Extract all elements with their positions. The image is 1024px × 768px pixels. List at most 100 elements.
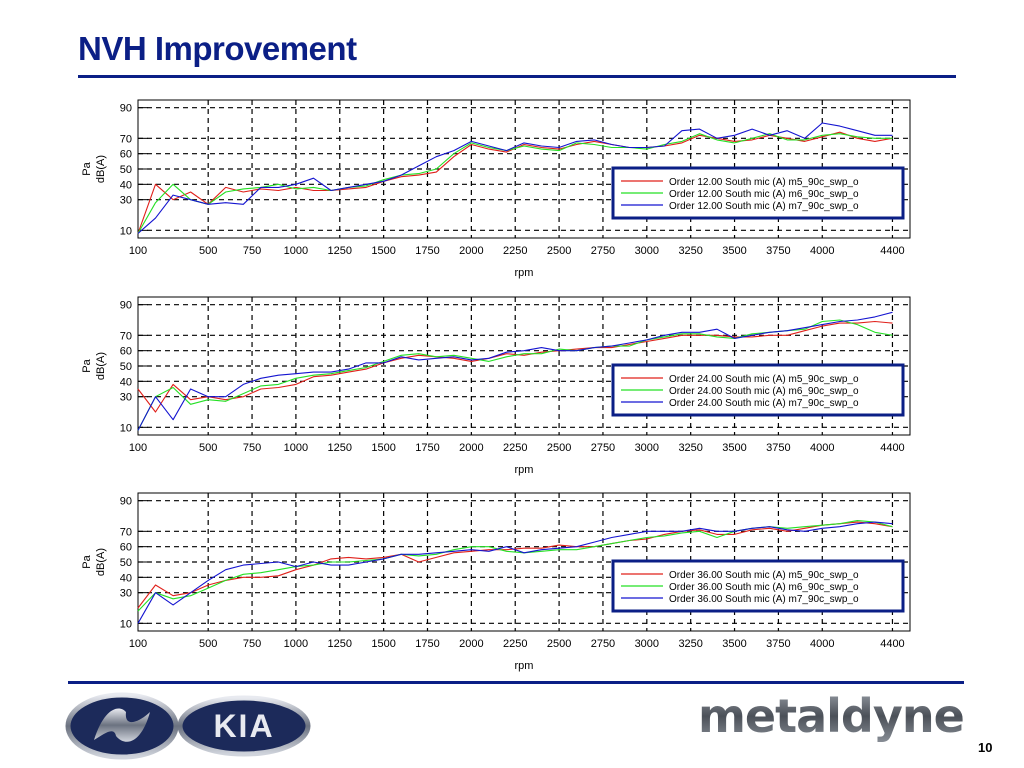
y-tick-label: 90 bbox=[120, 103, 132, 115]
x-tick-label: 500 bbox=[199, 638, 217, 650]
x-tick-label: 1000 bbox=[284, 442, 308, 454]
x-tick-label: 1250 bbox=[328, 245, 352, 257]
x-tick-label: 2750 bbox=[591, 638, 615, 650]
x-tick-label: 3000 bbox=[635, 442, 659, 454]
x-tick-label: 750 bbox=[243, 638, 261, 650]
y-tick-label: 60 bbox=[120, 149, 132, 161]
x-tick-label: 3750 bbox=[766, 638, 790, 650]
x-tick-label: 1000 bbox=[284, 638, 308, 650]
x-tick-label: 3250 bbox=[678, 245, 702, 257]
x-tick-label: 1500 bbox=[371, 638, 395, 650]
x-tick-label: 2750 bbox=[591, 442, 615, 454]
chart-svg: 10 30 40 50 60 70 90 100 500 750 1000 1250 1500 1750 2… bbox=[81, 296, 911, 476]
series-line-blue bbox=[137, 122, 893, 234]
legend-entry: Order 12.00 South mic (A) m6_90c_swp_o bbox=[669, 189, 859, 200]
y-tick-label: 90 bbox=[120, 496, 132, 508]
x-axis-label: rpm bbox=[515, 464, 534, 476]
chart-order-24: 10 30 40 50 60 70 90 100 500 750 1000 1250 1500 1750 2… bbox=[80, 292, 911, 482]
x-tick-label: 2000 bbox=[459, 245, 483, 257]
y-axis-label-weighting: dB(A) bbox=[95, 352, 107, 380]
x-tick-label: 3500 bbox=[722, 245, 746, 257]
page-title: NVH Improvement bbox=[78, 30, 357, 67]
legend-entry: Order 36.00 South mic (A) m6_90c_swp_o bbox=[669, 582, 859, 593]
y-axis-label-unit: Pa bbox=[81, 358, 93, 372]
y-tick-label: 10 bbox=[120, 618, 132, 630]
metaldyne-logo: metaldyne bbox=[696, 689, 971, 755]
x-tick-label: 1250 bbox=[328, 638, 352, 650]
y-tick-label: 70 bbox=[120, 133, 132, 145]
x-tick-label: 3000 bbox=[635, 638, 659, 650]
x-tick-label: 1750 bbox=[415, 638, 439, 650]
x-tick-label: 2000 bbox=[459, 638, 483, 650]
chart-svg: 10 30 40 50 60 70 90 100 500 750 1000 1250 1500 1750 2… bbox=[81, 492, 911, 672]
x-tick-label: 3250 bbox=[678, 638, 702, 650]
y-axis-label-unit: Pa bbox=[81, 161, 93, 175]
x-tick-label: 2500 bbox=[547, 638, 571, 650]
x-tick-label: 4400 bbox=[880, 245, 904, 257]
x-tick-label: 2250 bbox=[503, 638, 527, 650]
x-axis-label: rpm bbox=[515, 660, 534, 672]
x-tick-label: 2000 bbox=[459, 442, 483, 454]
legend-entry: Order 36.00 South mic (A) m7_90c_swp_o bbox=[669, 594, 859, 605]
y-tick-label: 70 bbox=[120, 330, 132, 342]
x-tick-label: 500 bbox=[199, 442, 217, 454]
x-tick-label: 100 bbox=[129, 245, 147, 257]
title-divider bbox=[78, 75, 956, 78]
legend-entry: Order 12.00 South mic (A) m5_90c_swp_o bbox=[669, 177, 859, 188]
y-tick-label: 40 bbox=[120, 572, 132, 584]
page-number: 10 bbox=[978, 740, 993, 755]
y-axis-label-weighting: dB(A) bbox=[95, 548, 107, 576]
x-tick-label: 4000 bbox=[810, 442, 834, 454]
x-tick-label: 2250 bbox=[503, 245, 527, 257]
legend-entry: Order 24.00 South mic (A) m6_90c_swp_o bbox=[669, 386, 859, 397]
x-tick-label: 1750 bbox=[415, 442, 439, 454]
x-tick-label: 100 bbox=[129, 442, 147, 454]
legend-entry: Order 36.00 South mic (A) m5_90c_swp_o bbox=[669, 570, 859, 581]
y-tick-label: 60 bbox=[120, 542, 132, 554]
y-tick-label: 70 bbox=[120, 526, 132, 538]
x-tick-label: 2500 bbox=[547, 442, 571, 454]
y-tick-label: 30 bbox=[120, 588, 132, 600]
y-tick-label: 30 bbox=[120, 392, 132, 404]
legend-entry: Order 24.00 South mic (A) m5_90c_swp_o bbox=[669, 374, 859, 385]
y-tick-label: 10 bbox=[120, 225, 132, 237]
x-tick-label: 500 bbox=[199, 245, 217, 257]
x-tick-label: 1750 bbox=[415, 245, 439, 257]
kia-logo-text: KIA bbox=[213, 708, 274, 744]
x-tick-label: 1500 bbox=[371, 245, 395, 257]
series-line-blue bbox=[137, 521, 893, 624]
x-tick-label: 3500 bbox=[722, 638, 746, 650]
x-tick-label: 4000 bbox=[810, 245, 834, 257]
y-axis-label-unit: Pa bbox=[81, 554, 93, 568]
series-line-red bbox=[137, 320, 893, 413]
x-tick-label: 3250 bbox=[678, 442, 702, 454]
x-tick-label: 2500 bbox=[547, 245, 571, 257]
chart-order-36: 10 30 40 50 60 70 90 100 500 750 1000 1250 1500 1750 2… bbox=[80, 488, 911, 678]
x-axis-label: rpm bbox=[515, 267, 534, 279]
y-tick-label: 30 bbox=[120, 195, 132, 207]
x-tick-label: 3000 bbox=[635, 245, 659, 257]
metaldyne-logo-text: metaldyne bbox=[698, 690, 964, 743]
y-tick-label: 90 bbox=[120, 300, 132, 312]
legend-entry: Order 12.00 South mic (A) m7_90c_swp_o bbox=[669, 201, 859, 212]
series-line-blue bbox=[137, 311, 893, 431]
x-tick-label: 3750 bbox=[766, 245, 790, 257]
x-tick-label: 750 bbox=[243, 442, 261, 454]
y-tick-label: 10 bbox=[120, 422, 132, 434]
legend-entry: Order 24.00 South mic (A) m7_90c_swp_o bbox=[669, 398, 859, 409]
x-tick-label: 1500 bbox=[371, 442, 395, 454]
y-tick-label: 50 bbox=[120, 557, 132, 569]
x-tick-label: 2250 bbox=[503, 442, 527, 454]
x-tick-label: 2750 bbox=[591, 245, 615, 257]
x-tick-label: 4400 bbox=[880, 638, 904, 650]
x-tick-label: 100 bbox=[129, 638, 147, 650]
kia-logo: KIA bbox=[64, 690, 314, 767]
x-tick-label: 3500 bbox=[722, 442, 746, 454]
chart-order-12: 10 30 40 50 60 70 90 100 500 750 1000 1250 1500 1750 2… bbox=[80, 95, 911, 285]
y-tick-label: 50 bbox=[120, 164, 132, 176]
x-tick-label: 3750 bbox=[766, 442, 790, 454]
footer-divider bbox=[68, 681, 964, 684]
x-tick-label: 750 bbox=[243, 245, 261, 257]
x-tick-label: 1000 bbox=[284, 245, 308, 257]
x-tick-label: 4400 bbox=[880, 442, 904, 454]
